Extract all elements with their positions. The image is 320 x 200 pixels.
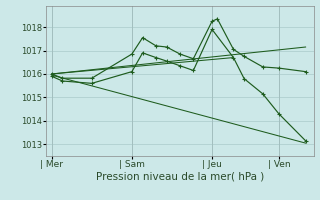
X-axis label: Pression niveau de la mer( hPa ): Pression niveau de la mer( hPa )	[96, 172, 264, 182]
